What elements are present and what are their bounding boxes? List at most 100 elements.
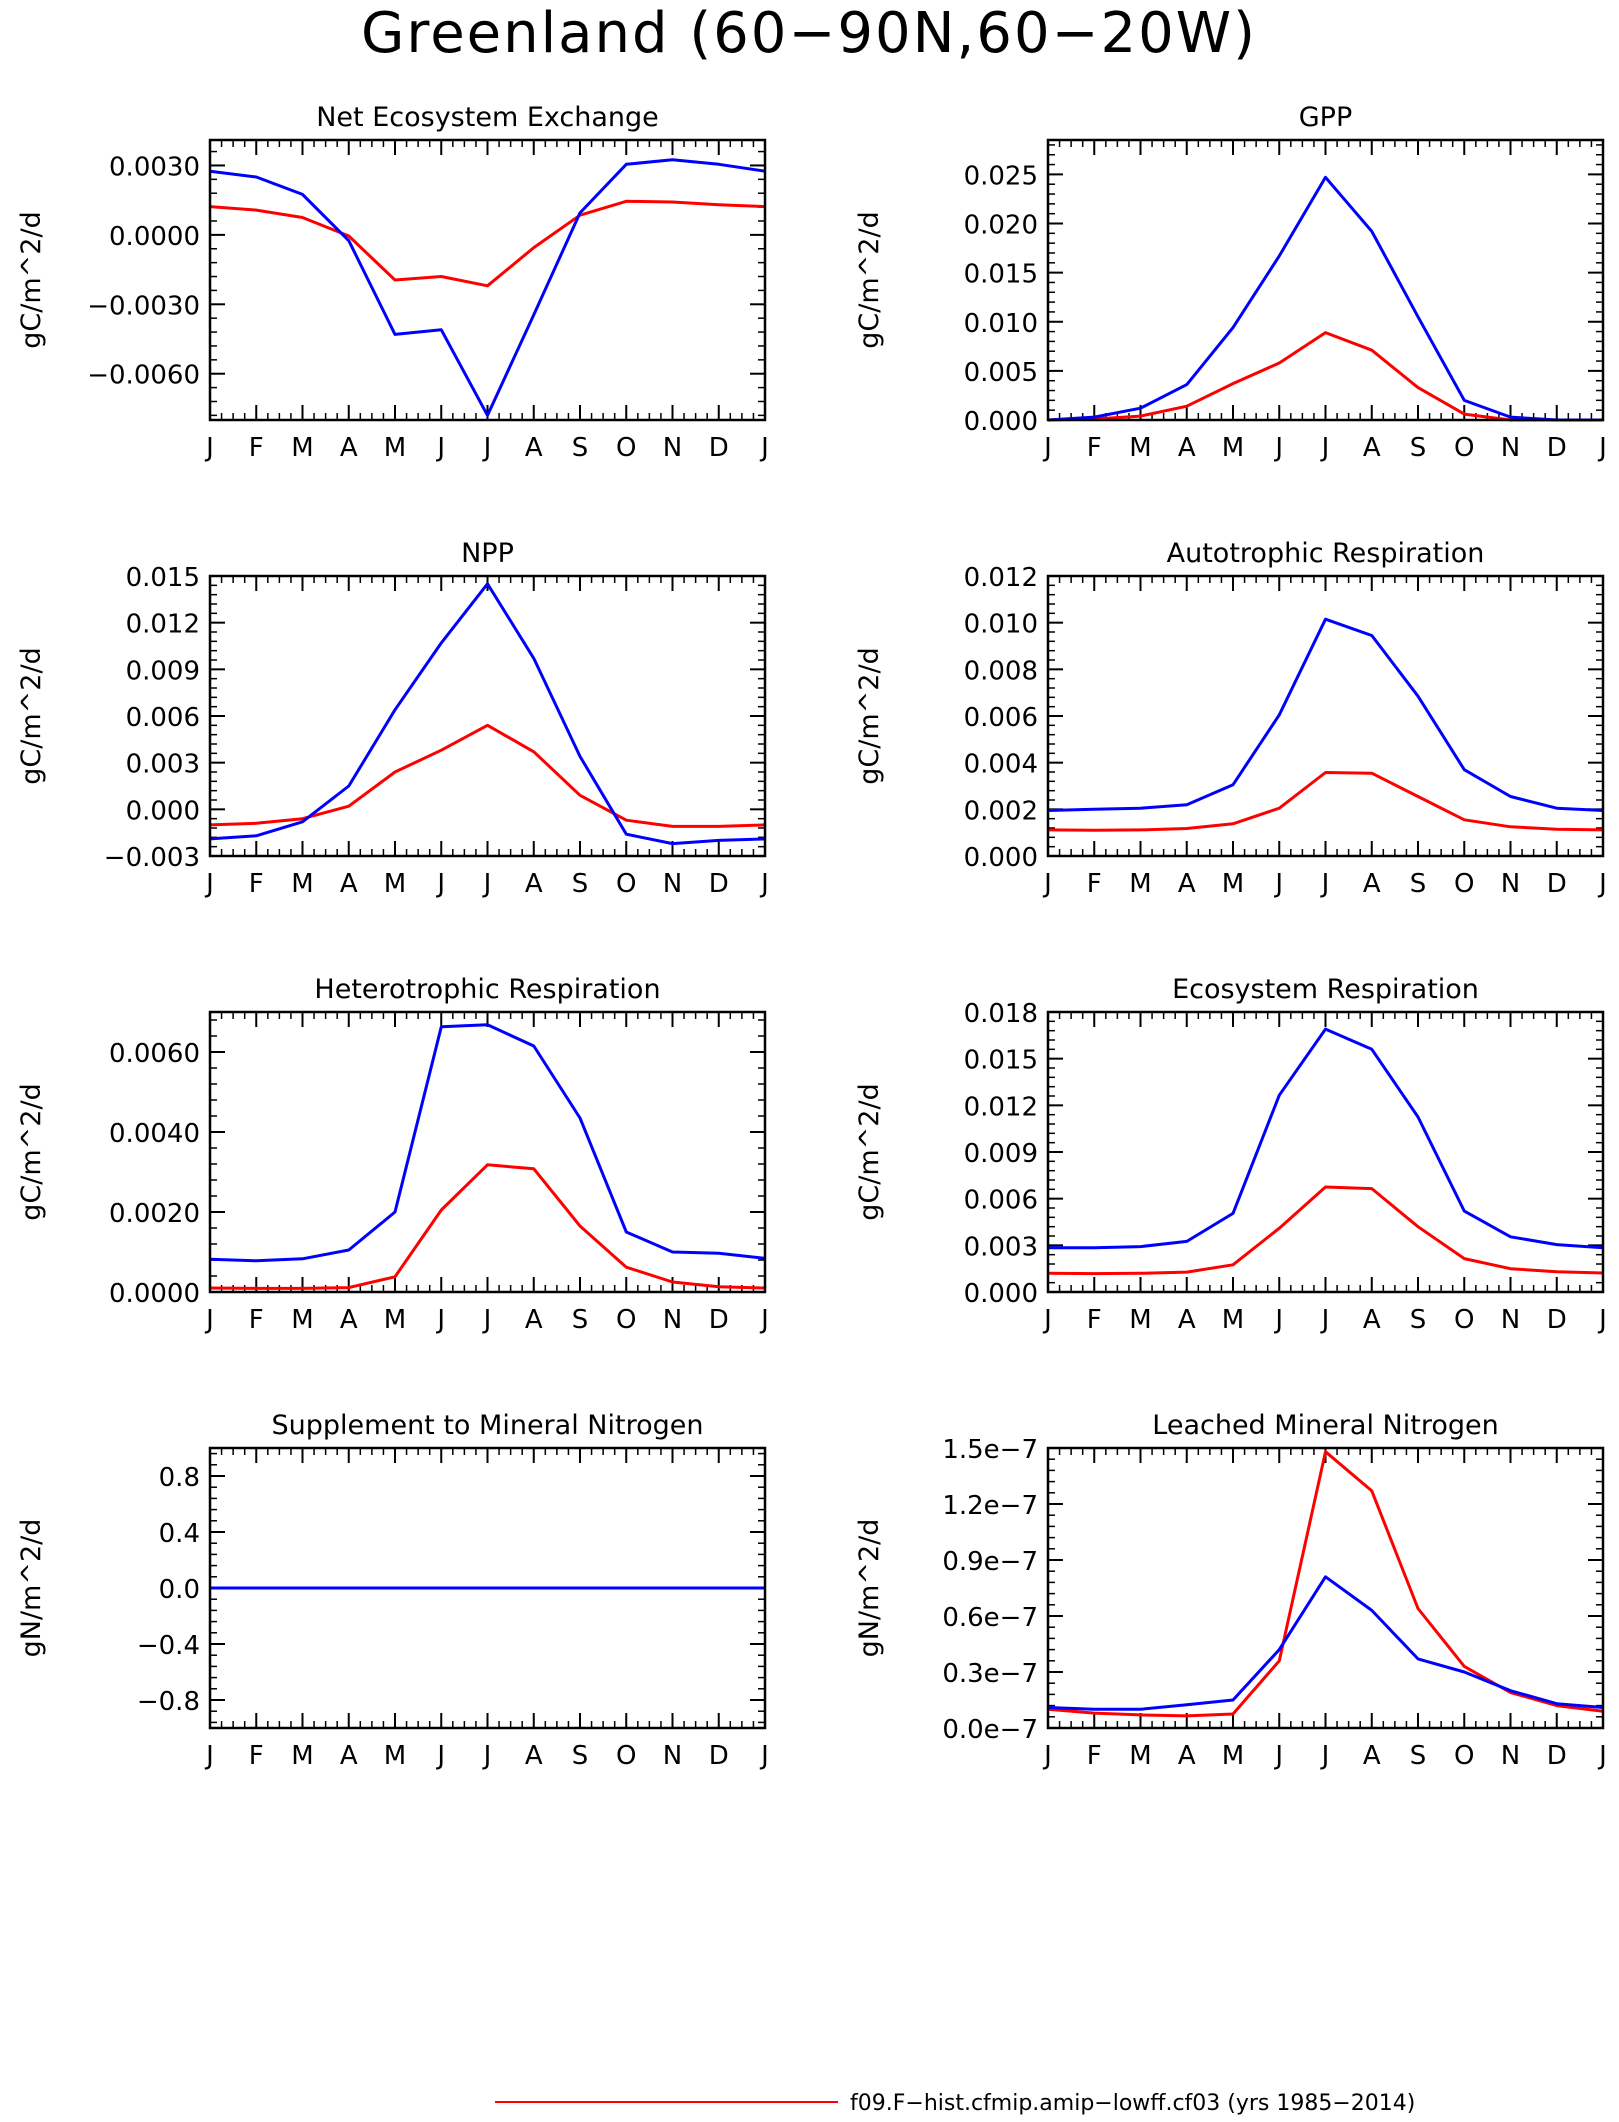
x-tick-label: F xyxy=(1087,1305,1102,1335)
y-axis-label: gC/m^2/d xyxy=(854,1083,885,1220)
y-tick-label: 0.018 xyxy=(964,999,1038,1029)
x-tick-label: A xyxy=(1178,1741,1196,1771)
x-tick-label: M xyxy=(1222,1741,1244,1771)
plot-frame xyxy=(1046,574,1605,858)
y-tick-label: −0.4 xyxy=(137,1631,200,1661)
y-tick-label: 0.002 xyxy=(964,796,1038,826)
x-tick-label: N xyxy=(1501,869,1520,899)
x-tick-label: N xyxy=(663,433,682,463)
y-tick-label: 0.003 xyxy=(964,1232,1038,1262)
x-tick-label: A xyxy=(1178,869,1196,899)
x-tick-label: M xyxy=(384,1741,406,1771)
x-tick-label: D xyxy=(709,869,729,899)
x-tick-label: F xyxy=(1087,869,1102,899)
x-tick-label: M xyxy=(1129,1305,1151,1335)
x-tick-label: J xyxy=(759,869,769,899)
x-tick-label: A xyxy=(1363,869,1381,899)
y-axis-label: gN/m^2/d xyxy=(854,1519,885,1658)
x-tick-label: A xyxy=(1178,1305,1196,1335)
x-tick-label: J xyxy=(482,1305,492,1335)
x-tick-label: M xyxy=(1222,1305,1244,1335)
y-tick-label: 1.5e−7 xyxy=(942,1435,1038,1465)
x-tick-label: S xyxy=(1410,1305,1427,1335)
x-tick-label: S xyxy=(572,433,589,463)
x-tick-label: M xyxy=(291,869,313,899)
x-tick-label: J xyxy=(1597,1305,1607,1335)
x-tick-label: F xyxy=(1087,1741,1102,1771)
x-tick-label: M xyxy=(384,1305,406,1335)
x-tick-label: J xyxy=(435,1741,445,1771)
y-tick-label: 0.004 xyxy=(964,750,1038,780)
x-tick-label: J xyxy=(482,433,492,463)
y-tick-label: 0.0 xyxy=(159,1575,200,1605)
x-tick-label: O xyxy=(616,1741,636,1771)
y-tick-label: 0.008 xyxy=(964,656,1038,686)
x-tick-label: A xyxy=(340,869,358,899)
x-tick-label: D xyxy=(709,1305,729,1335)
x-tick-label: J xyxy=(482,1741,492,1771)
y-tick-label: 0.000 xyxy=(964,843,1038,873)
plot-frame xyxy=(1046,138,1605,422)
y-axis-label: gN/m^2/d xyxy=(16,1519,47,1658)
x-tick-label: S xyxy=(1410,433,1427,463)
y-axis-label: gC/m^2/d xyxy=(16,647,47,784)
y-tick-label: 0.006 xyxy=(126,703,200,733)
y-tick-label: 0.015 xyxy=(964,1046,1038,1076)
x-tick-label: M xyxy=(384,433,406,463)
series-line-blue xyxy=(1047,1575,1604,1711)
panel-title: Ecosystem Respiration xyxy=(1172,974,1479,1005)
x-tick-label: J xyxy=(1042,1305,1052,1335)
x-tick-label: A xyxy=(340,433,358,463)
x-tick-label: J xyxy=(1320,1741,1330,1771)
x-tick-label: O xyxy=(616,1305,636,1335)
plot-frame xyxy=(1046,1446,1605,1730)
x-tick-label: J xyxy=(1273,433,1283,463)
x-tick-label: O xyxy=(616,869,636,899)
plot-frame xyxy=(208,574,767,858)
x-tick-label: A xyxy=(1363,1305,1381,1335)
x-tick-label: J xyxy=(1320,433,1330,463)
x-tick-label: M xyxy=(384,869,406,899)
x-tick-label: J xyxy=(1597,433,1607,463)
panel-title: Leached Mineral Nitrogen xyxy=(1152,1410,1498,1441)
x-tick-label: D xyxy=(1547,1741,1567,1771)
x-tick-label: A xyxy=(525,433,543,463)
x-tick-label: J xyxy=(204,1305,214,1335)
y-tick-label: 0.0060 xyxy=(109,1039,200,1069)
y-tick-label: 0.3e−7 xyxy=(942,1659,1038,1689)
series-line-blue xyxy=(1047,175,1603,422)
y-tick-label: 0.006 xyxy=(964,1186,1038,1216)
y-tick-label: 0.012 xyxy=(126,610,200,640)
x-tick-label: A xyxy=(1363,433,1381,463)
x-tick-label: J xyxy=(482,869,492,899)
panel-title: Net Ecosystem Exchange xyxy=(316,102,659,133)
x-tick-label: S xyxy=(572,869,589,899)
x-tick-label: F xyxy=(249,869,264,899)
y-tick-label: 1.2e−7 xyxy=(942,1491,1038,1521)
x-tick-label: N xyxy=(663,1305,682,1335)
x-tick-label: J xyxy=(759,433,769,463)
x-tick-label: M xyxy=(1222,433,1244,463)
x-tick-label: F xyxy=(249,433,264,463)
y-tick-label: 0.012 xyxy=(964,563,1038,593)
y-tick-label: 0.000 xyxy=(964,1279,1038,1309)
x-tick-label: J xyxy=(1597,1741,1607,1771)
series-line-red xyxy=(209,199,766,288)
x-tick-label: O xyxy=(1454,1305,1474,1335)
x-tick-label: J xyxy=(1042,1741,1052,1771)
panel-title: GPP xyxy=(1299,102,1353,133)
x-tick-label: M xyxy=(291,433,313,463)
x-tick-label: D xyxy=(709,433,729,463)
series-line-red xyxy=(1047,771,1604,832)
x-tick-label: D xyxy=(1547,1305,1567,1335)
x-tick-label: J xyxy=(1273,1741,1283,1771)
series-line-blue xyxy=(209,1023,766,1263)
x-tick-label: M xyxy=(1222,869,1244,899)
panel-title: NPP xyxy=(461,538,514,569)
y-tick-label: 0.009 xyxy=(964,1139,1038,1169)
x-tick-label: A xyxy=(525,869,543,899)
y-tick-label: 0.009 xyxy=(126,656,200,686)
